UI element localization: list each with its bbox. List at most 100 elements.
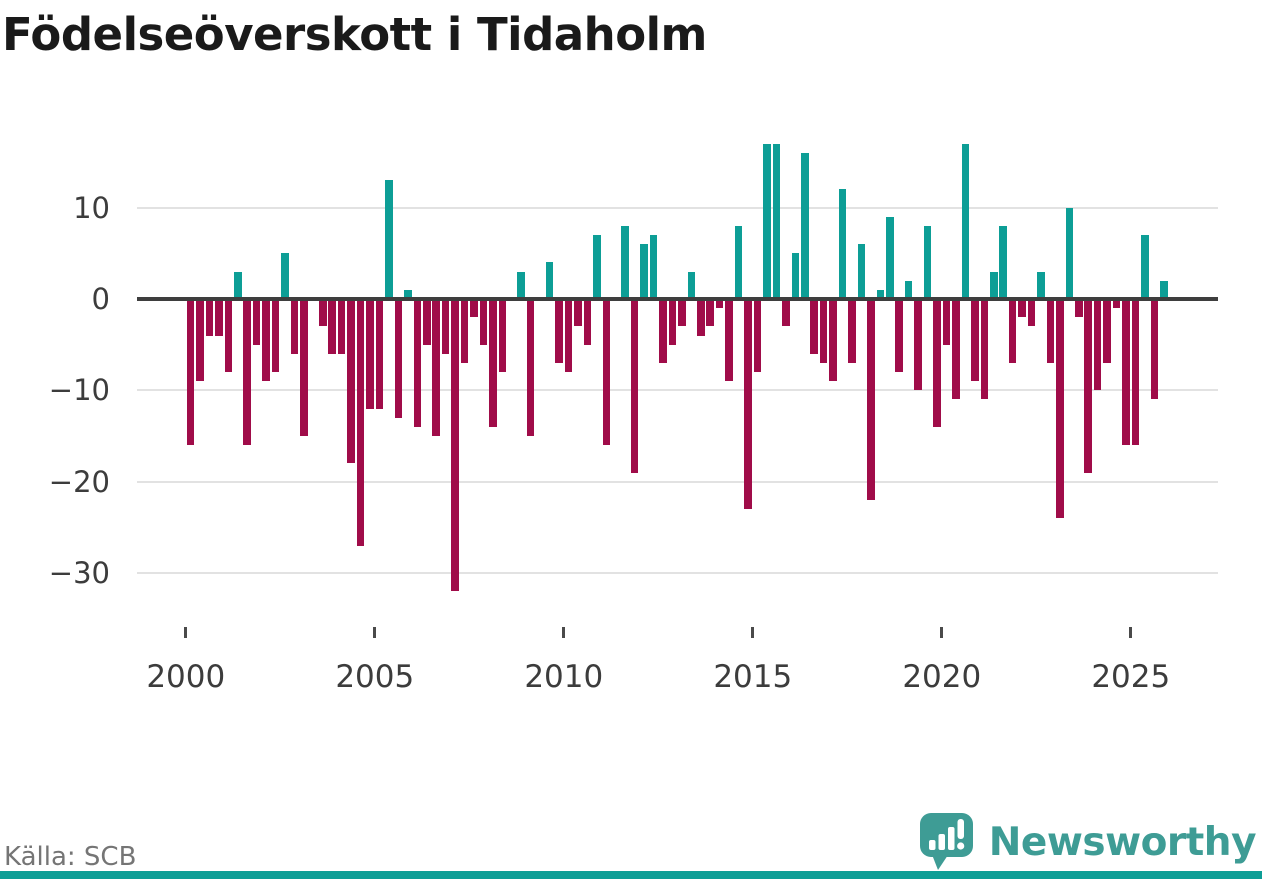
bar-2004Q3[interactable] [356, 299, 365, 546]
bar-2007Q2[interactable] [460, 299, 469, 363]
bar-2025Q4[interactable] [1160, 280, 1168, 299]
bar-2022Q4[interactable] [1046, 299, 1055, 363]
bar-2010Q4[interactable] [593, 235, 601, 299]
bar-2021Q1[interactable] [980, 299, 989, 400]
bar-2014Q3[interactable] [734, 225, 743, 299]
bar-2013Q3[interactable] [697, 299, 705, 336]
bar-2012Q4[interactable] [668, 299, 677, 345]
bar-2024Q2[interactable] [1103, 299, 1111, 363]
bar-2018Q4[interactable] [895, 299, 904, 373]
bar-2016Q2[interactable] [800, 152, 809, 299]
bar-2006Q3[interactable] [432, 299, 440, 436]
bar-2011Q3[interactable] [621, 225, 629, 299]
bar-2016Q4[interactable] [819, 299, 828, 363]
bar-2015Q2[interactable] [763, 143, 771, 299]
bar-2013Q2[interactable] [687, 271, 696, 299]
bar-2015Q3[interactable] [772, 143, 781, 299]
bar-2024Q1[interactable] [1093, 299, 1102, 391]
bar-2007Q4[interactable] [479, 299, 488, 345]
bar-2010Q1[interactable] [564, 299, 573, 373]
bar-2001Q1[interactable] [224, 299, 233, 373]
bar-2001Q4[interactable] [252, 299, 261, 345]
bar-2021Q3[interactable] [999, 225, 1007, 299]
bar-2022Q3[interactable] [1037, 271, 1045, 299]
bar-2025Q3[interactable] [1150, 299, 1159, 400]
bar-2019Q4[interactable] [933, 299, 941, 427]
bar-2015Q1[interactable] [753, 299, 762, 373]
bar-2014Q1[interactable] [715, 299, 724, 309]
bar-2005Q4[interactable] [404, 289, 412, 299]
bar-2018Q2[interactable] [876, 289, 885, 299]
bar-2013Q4[interactable] [706, 299, 715, 327]
bar-2004Q1[interactable] [337, 299, 346, 354]
bar-2020Q1[interactable] [942, 299, 951, 345]
bar-2012Q2[interactable] [649, 235, 658, 299]
bar-2001Q3[interactable] [243, 299, 251, 446]
bar-2003Q1[interactable] [300, 299, 308, 436]
bar-2001Q2[interactable] [233, 271, 242, 299]
bar-2020Q4[interactable] [971, 299, 979, 382]
bar-2022Q1[interactable] [1018, 299, 1026, 318]
bar-2006Q1[interactable] [413, 299, 422, 427]
bar-2022Q2[interactable] [1027, 299, 1036, 327]
bar-2009Q4[interactable] [555, 299, 563, 363]
bar-2016Q1[interactable] [791, 253, 800, 299]
bar-2019Q1[interactable] [904, 280, 913, 299]
bar-2004Q2[interactable] [347, 299, 355, 464]
bar-2008Q1[interactable] [489, 299, 497, 427]
bar-2025Q2[interactable] [1141, 235, 1149, 299]
bar-2002Q1[interactable] [262, 299, 270, 382]
bar-2017Q3[interactable] [848, 299, 856, 363]
bar-2003Q4[interactable] [328, 299, 337, 354]
bar-2000Q3[interactable] [205, 299, 214, 336]
bar-2023Q3[interactable] [1075, 299, 1083, 318]
bar-2019Q3[interactable] [923, 225, 932, 299]
bar-2005Q2[interactable] [385, 180, 393, 299]
bar-2018Q1[interactable] [867, 299, 875, 500]
bar-2008Q4[interactable] [517, 271, 526, 299]
bar-2021Q2[interactable] [989, 271, 998, 299]
bar-2020Q3[interactable] [961, 143, 970, 299]
bar-2000Q4[interactable] [215, 299, 223, 336]
bar-2007Q3[interactable] [470, 299, 478, 318]
bar-2010Q3[interactable] [583, 299, 592, 345]
bar-2005Q3[interactable] [394, 299, 403, 418]
bar-2018Q3[interactable] [886, 216, 894, 299]
bar-2017Q4[interactable] [857, 244, 866, 299]
bar-2013Q1[interactable] [678, 299, 686, 327]
bar-2011Q4[interactable] [630, 299, 639, 473]
bar-2007Q1[interactable] [451, 299, 459, 592]
bar-2024Q4[interactable] [1122, 299, 1130, 446]
bar-2003Q3[interactable] [319, 299, 327, 327]
bar-2000Q1[interactable] [186, 299, 195, 446]
bar-2002Q2[interactable] [271, 299, 280, 373]
bar-2024Q3[interactable] [1112, 299, 1121, 309]
bar-2019Q2[interactable] [914, 299, 922, 391]
bar-2017Q1[interactable] [829, 299, 837, 382]
bar-2009Q1[interactable] [526, 299, 535, 436]
bar-2023Q4[interactable] [1084, 299, 1093, 473]
bar-2023Q2[interactable] [1065, 207, 1074, 299]
bar-2004Q4[interactable] [366, 299, 374, 409]
bar-2010Q2[interactable] [574, 299, 582, 327]
bar-2002Q3[interactable] [281, 253, 289, 299]
bar-2014Q4[interactable] [744, 299, 752, 510]
bar-2014Q2[interactable] [725, 299, 733, 382]
bar-2015Q4[interactable] [782, 299, 790, 327]
bar-2006Q2[interactable] [422, 299, 431, 345]
bar-2009Q3[interactable] [545, 262, 554, 299]
bar-2006Q4[interactable] [441, 299, 450, 354]
bar-2017Q2[interactable] [838, 189, 847, 299]
newsworthy-logo[interactable]: Newsworthy [919, 812, 1257, 872]
bar-2016Q3[interactable] [810, 299, 818, 354]
bar-2000Q2[interactable] [196, 299, 204, 382]
bar-2002Q4[interactable] [290, 299, 299, 354]
bar-2020Q2[interactable] [952, 299, 960, 400]
bar-2005Q1[interactable] [375, 299, 384, 409]
bar-2021Q4[interactable] [1008, 299, 1017, 363]
bar-2025Q1[interactable] [1131, 299, 1140, 446]
bar-2023Q1[interactable] [1056, 299, 1064, 519]
bar-2008Q2[interactable] [498, 299, 507, 373]
bar-2012Q1[interactable] [640, 244, 648, 299]
bar-2012Q3[interactable] [659, 299, 667, 363]
